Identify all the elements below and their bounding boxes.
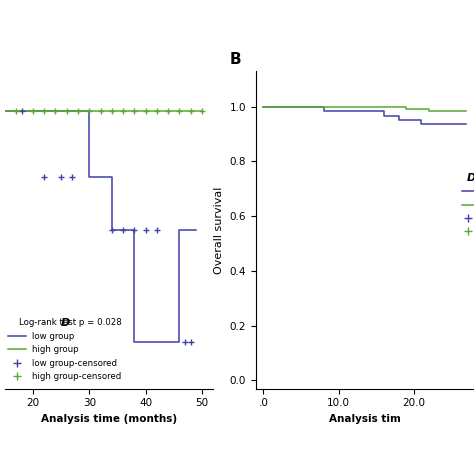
Y-axis label: Overall survival: Overall survival <box>214 186 224 273</box>
Text: Log-rank test p = 0.028: Log-rank test p = 0.028 <box>19 318 122 327</box>
Legend: , , , : , , , <box>462 173 474 236</box>
X-axis label: Analysis time (months): Analysis time (months) <box>41 414 177 424</box>
X-axis label: Analysis tim: Analysis tim <box>329 414 401 424</box>
Legend: low group, high group, low group-censored, high group-censored: low group, high group, low group-censore… <box>5 314 125 384</box>
Text: B: B <box>230 52 241 67</box>
